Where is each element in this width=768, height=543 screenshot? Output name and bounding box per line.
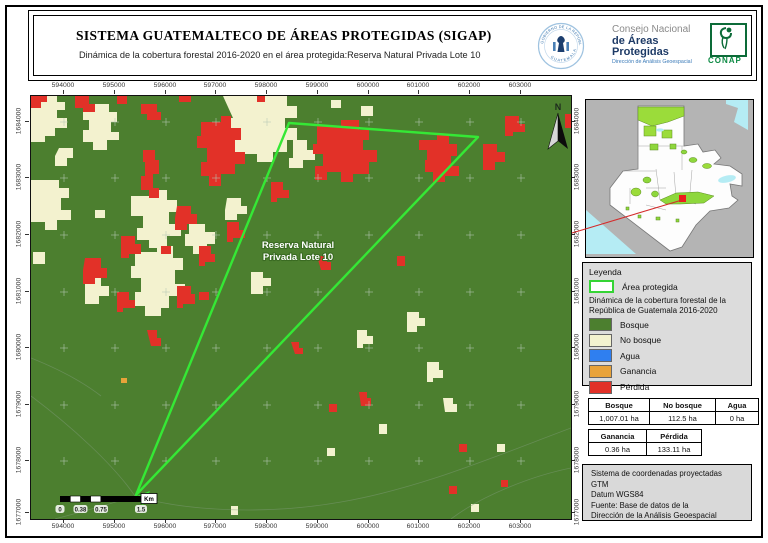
page-subtitle: Dinámica de la cobertura forestal 2016-2… [79, 50, 481, 60]
org-line1: Consejo Nacional [612, 24, 691, 35]
conap-logo-label: CONAP [708, 56, 742, 65]
legend: Leyenda Área protegida Dinámica de la co… [582, 262, 752, 394]
crs-line: GTM [591, 479, 609, 489]
svg-text:0.38: 0.38 [75, 508, 87, 514]
coverage-table: Bosque No bosque Agua 1,007.01 ha 112.5 … [588, 398, 759, 425]
header: SISTEMA GUATEMALTECO DE ÁREAS PROTEGIDAS… [28, 10, 757, 81]
main-map: Reserva Natural Privada Lote 10 N Km [30, 95, 572, 520]
svg-text:1.5: 1.5 [137, 508, 146, 514]
crs-line: Sistema de coordenadas proyectadas [591, 469, 722, 478]
location-marker [679, 195, 686, 202]
ganancia-swatch [589, 364, 612, 378]
road-lines [30, 357, 572, 520]
page-title: SISTEMA GUATEMALTECO DE ÁREAS PROTEGIDAS… [76, 28, 492, 43]
change-table: Ganancia Pérdida 0.36 ha 133.11 ha [588, 429, 702, 456]
area-protegida-swatch [589, 280, 614, 293]
ganancia-value: 0.36 ha [588, 442, 647, 456]
legend-item-bosque: Bosque [589, 318, 745, 332]
svg-text:N: N [555, 102, 562, 112]
legend-item-area-protegida: Área protegida [589, 280, 745, 293]
org-line3: Dirección de Análisis Geoespacial [612, 58, 692, 65]
crs-line: Datum WGS84 [591, 490, 644, 500]
perdida-swatch [589, 380, 612, 394]
conap-logo [710, 23, 747, 57]
legend-title: Leyenda [589, 267, 622, 277]
crs-line: Fuente: Base de datos de la [591, 500, 689, 510]
svg-text:0.75: 0.75 [95, 508, 107, 514]
bosque-value: 1,007.01 ha [588, 411, 650, 425]
no-bosque-swatch [589, 333, 612, 347]
perdida-patches [31, 96, 571, 494]
crs-line: Dirección de la Análisis Geoespacial [591, 511, 717, 521]
page-border [5, 5, 763, 538]
svg-text:Reserva Natural: Reserva Natural [262, 240, 334, 251]
agua-value: 0 ha [715, 411, 759, 425]
agua-swatch [589, 349, 612, 363]
crs-info-box: Sistema de coordenadas proyectadas GTM D… [582, 464, 752, 521]
north-arrow-icon: N [547, 102, 568, 150]
svg-text:0: 0 [58, 508, 62, 514]
bosque-swatch [589, 318, 612, 332]
lake-peten-itza [656, 128, 664, 132]
perdida-value: 133.11 ha [646, 442, 702, 456]
legend-item-agua: Agua [589, 349, 745, 363]
lake-izabal [718, 175, 736, 183]
overview-map [585, 99, 754, 258]
ganancia-patch [121, 378, 127, 383]
svg-text:Privada Lote 10: Privada Lote 10 [263, 252, 333, 263]
area-label: Reserva Natural Privada Lote 10 [261, 239, 336, 264]
no-bosque-patches [31, 96, 505, 515]
legend-item-ganancia: Ganancia [589, 364, 745, 378]
legend-item-perdida: Pérdida [589, 380, 745, 394]
no-bosque-value: 112.5 ha [649, 411, 716, 425]
legend-subtitle: Dinámica de la cobertura forestal de la … [589, 296, 726, 315]
org-line2: de Áreas Protegidas [612, 34, 669, 59]
scale-unit: Km [144, 497, 154, 503]
header-inner-frame: SISTEMA GUATEMALTECO DE ÁREAS PROTEGIDAS… [33, 15, 752, 76]
forest-raster-map: Reserva Natural Privada Lote 10 N Km [30, 96, 572, 520]
legend-item-no-bosque: No bosque [589, 333, 745, 347]
government-seal-icon: GOBIERNO DE LA REPÚBLICA GUATEMALA [537, 22, 585, 70]
scale-bar: Km 0 0.38 0.75 1.5 [55, 493, 158, 514]
quetzal-icon [719, 27, 732, 50]
conap-wordmark: Consejo Nacional de Áreas Protegidas Dir… [612, 24, 714, 65]
